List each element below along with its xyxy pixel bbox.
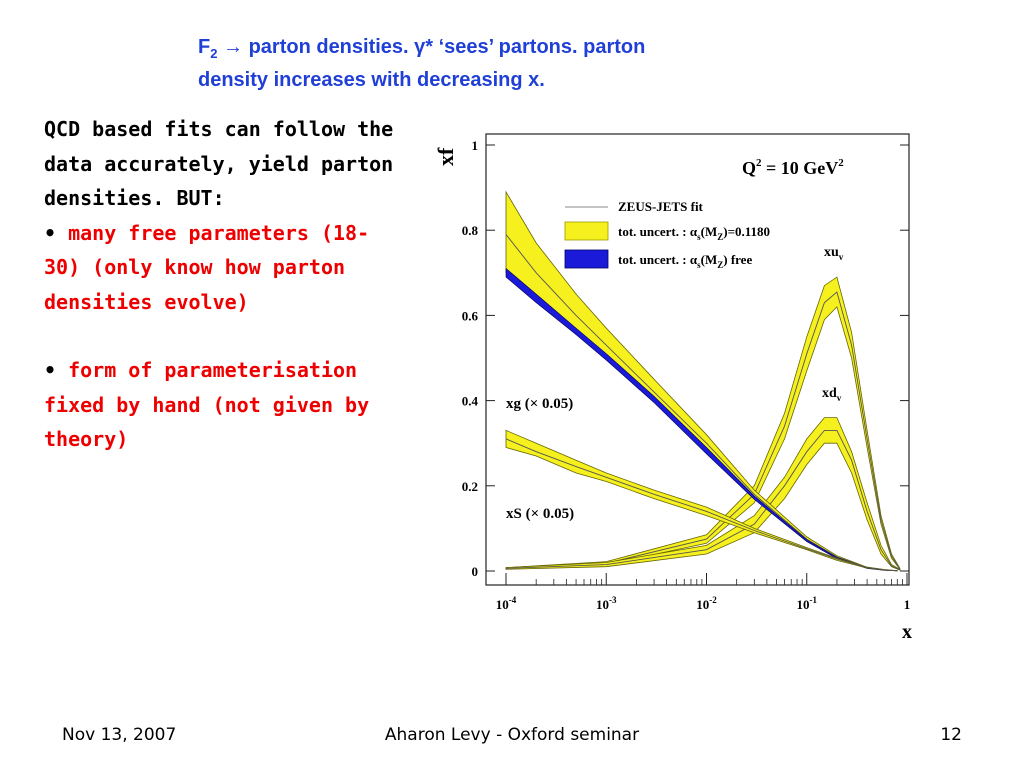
x-tick-label-2: 10-2 — [696, 595, 717, 612]
bullet-char-1: • — [44, 220, 57, 245]
y-tick-label-4: 0.8 — [462, 223, 479, 238]
footer-page-number: 12 — [940, 725, 962, 745]
bullet-2: • form of parameterisation fixed by hand… — [44, 353, 394, 457]
legend-swatch-fixed — [564, 221, 609, 241]
title-arrow: → — [223, 36, 244, 58]
series-label-xuv: xuv — [824, 245, 844, 262]
axis-ticks — [486, 144, 909, 585]
title-line2: density increases with decreasing x. — [198, 69, 545, 91]
data-bands — [505, 190, 901, 572]
q2-label: Q2 = 10 GeV2 — [742, 157, 844, 178]
y-axis-label: xf — [433, 147, 458, 166]
x-axis-label: x — [902, 621, 912, 643]
y-tick-label-0: 0 — [472, 564, 479, 579]
title-line1-rest: parton densities. γ* ‘sees’ partons. par… — [243, 36, 646, 58]
title-f: F — [198, 36, 211, 58]
y-tick-label-3: 0.6 — [462, 308, 479, 323]
intro-text: QCD based fits can follow the data accur… — [44, 117, 394, 210]
x-tick-label-3: 10-1 — [797, 595, 818, 612]
bullet-char-2: • — [44, 358, 57, 382]
x-tick-label-4: 1 — [904, 597, 911, 612]
legend-label-free: tot. uncert. : αs(MZ) free — [618, 252, 752, 270]
x-tick-label-1: 10-3 — [596, 595, 617, 612]
legend-label-fit: ZEUS-JETS fit — [618, 199, 704, 214]
bullet-1-text: many free parameters (18-30) (only know … — [44, 220, 370, 314]
center-line-3 — [505, 438, 898, 572]
slide-title: F2 → parton densities. γ* ‘sees’ partons… — [198, 34, 818, 94]
legend-label-fixed: tot. uncert. : αs(MZ)=0.1180 — [618, 224, 770, 242]
axis-labels: 0 0.2 0.4 0.6 0.8 1 10-4 10-3 10-2 10-1 1 — [462, 138, 911, 612]
series-label-xs: xS (× 0.05) — [506, 506, 574, 522]
slide-body: QCD based fits can follow the data accur… — [44, 112, 394, 457]
x-tick-label-0: 10-4 — [496, 595, 517, 612]
series-label-xg: xg (× 0.05) — [506, 396, 573, 412]
footer-date: Nov 13, 2007 — [62, 725, 177, 745]
band-1 — [505, 417, 901, 571]
legend: ZEUS-JETS fit tot. uncert. : αs(MZ)=0.11… — [564, 199, 770, 270]
y-tick-label-1: 0.2 — [462, 479, 478, 494]
bullet-2-text: form of parameterisation fixed by hand (… — [44, 358, 370, 451]
series-label-xdv: xdv — [822, 386, 842, 403]
parton-density-chart: 0 0.2 0.4 0.6 0.8 1 10-4 10-3 10-2 10-1 1 xf x Q2 … — [433, 133, 912, 643]
footer-author: Aharon Levy - Oxford seminar — [384, 725, 640, 745]
y-tick-label-2: 0.4 — [462, 394, 479, 409]
y-tick-label-5: 1 — [472, 138, 479, 153]
legend-swatch-free — [564, 249, 609, 269]
center-line-0 — [505, 291, 901, 570]
center-line-1 — [505, 429, 901, 571]
bullet-1: • many free parameters (18-30) (only kno… — [44, 216, 394, 320]
title-sub: 2 — [210, 46, 218, 61]
plot-frame — [485, 133, 910, 586]
